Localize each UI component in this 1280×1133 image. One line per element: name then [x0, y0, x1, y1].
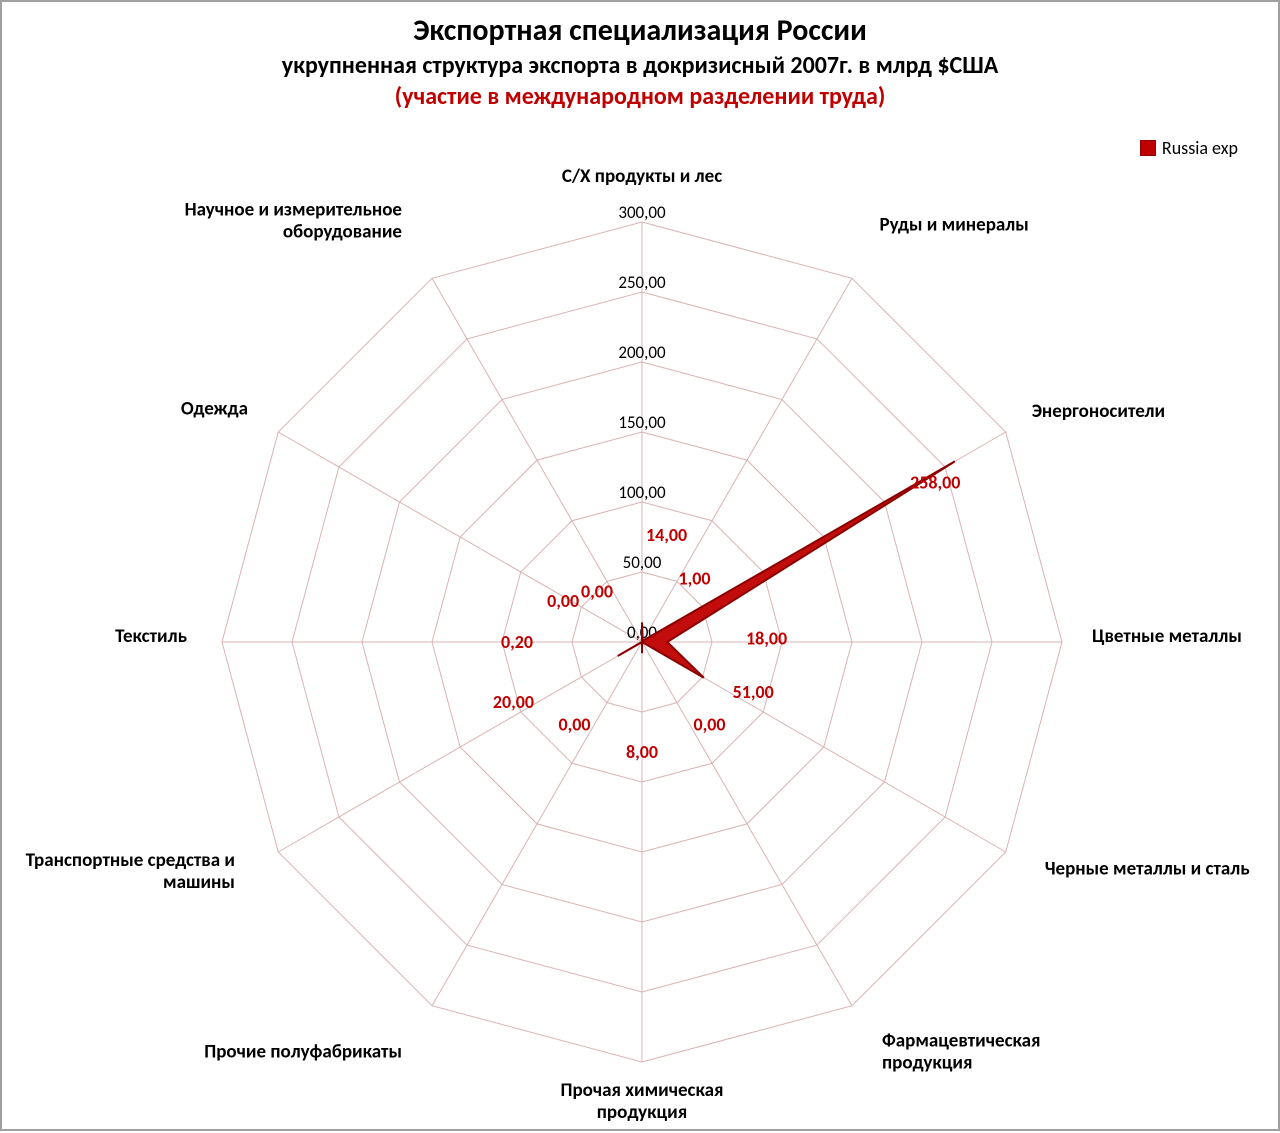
ring-label: 300,00 [618, 202, 666, 223]
data-label: 258,00 [910, 471, 960, 493]
ring-label: 50,00 [623, 552, 662, 573]
axis-label: Фармацевтическаяпродукция [882, 1030, 1041, 1075]
data-label: 0,00 [547, 590, 579, 612]
axis-label: Научное и измерительноеоборудование [185, 198, 402, 243]
axis-label: Прочие полуфабрикаты [204, 1041, 402, 1064]
data-label: 20,00 [493, 691, 534, 713]
data-label: 18,00 [746, 627, 787, 649]
radar-chart: 0,00 50,00 100,00 150,00 200,00 250,00 300,00 С… [2, 2, 1280, 1133]
ring-label: 150,00 [618, 412, 666, 433]
data-label: 8,00 [626, 741, 658, 763]
grid-spoke [278, 642, 642, 852]
data-label: 0,20 [501, 631, 533, 653]
axis-label: Прочая химическаяпродукция [560, 1079, 723, 1124]
data-label: 1,00 [679, 568, 711, 590]
axis-label: Черные металлы и сталь [1045, 858, 1250, 881]
chart-container: Экспортная специализация России укрупнен… [0, 0, 1280, 1131]
data-label: 0,00 [558, 713, 590, 735]
grid-spoke [432, 642, 642, 1006]
axis-label: Одежда [181, 398, 248, 421]
data-label: 14,00 [646, 524, 687, 546]
data-label: 0,00 [581, 580, 613, 602]
data-label: 0,00 [694, 713, 726, 735]
grid-spoke [278, 432, 642, 642]
axis-label: Энергоносители [1032, 400, 1165, 423]
ring-label: 250,00 [618, 272, 666, 293]
axis-label: Транспортные средства имашины [26, 849, 235, 894]
data-label: 51,00 [733, 681, 774, 703]
ring-label: 200,00 [618, 342, 666, 363]
ring-label: 100,00 [618, 482, 666, 503]
axis-label: С/Х продукты и лес [562, 165, 722, 188]
axis-label: Руды и минералы [880, 214, 1029, 237]
axis-label: Текстиль [115, 625, 187, 648]
axis-label: Цветные металлы [1092, 625, 1242, 648]
